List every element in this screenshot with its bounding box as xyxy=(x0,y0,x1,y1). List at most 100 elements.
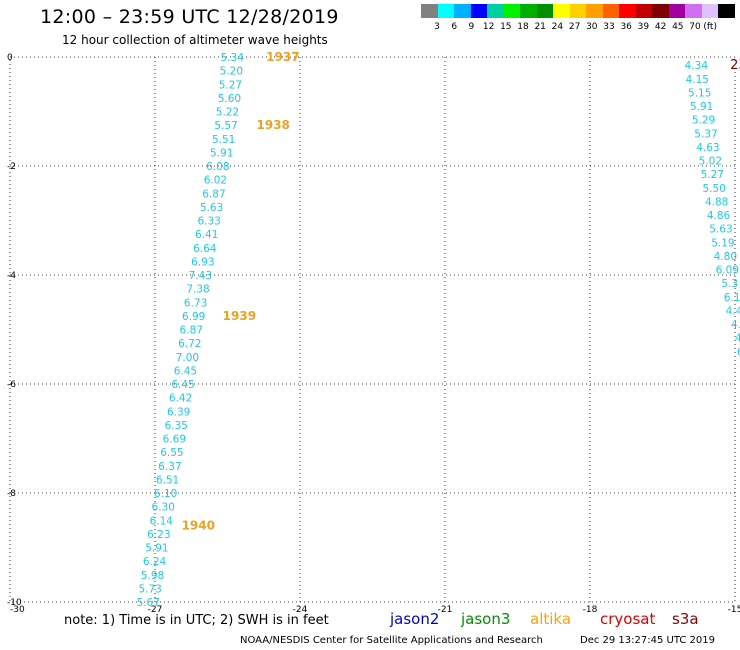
swh-value-label: 6.10 xyxy=(154,488,177,500)
scale-label: 18 xyxy=(517,22,529,32)
pass-time-label: 1937 xyxy=(266,50,299,64)
swh-value-label: 5.91 xyxy=(210,147,233,159)
swh-value-label: 6.64 xyxy=(193,243,217,255)
swh-value-label: 5.19 xyxy=(711,237,734,249)
x-tick-label: -18 xyxy=(583,605,598,615)
credit-line: NOAA/NESDIS Center for Satellite Applica… xyxy=(240,635,543,646)
pass-time-label: 1940 xyxy=(182,519,215,533)
swh-value-label: 6.24 xyxy=(143,556,167,568)
scale-swatch xyxy=(652,4,669,18)
swh-value-label: 5.91 xyxy=(690,101,713,113)
swh-value-label: 7.38 xyxy=(186,284,209,296)
swh-value-label: 5.60 xyxy=(218,93,241,105)
y-tick-label: -6 xyxy=(7,380,16,390)
scale-label: 70 xyxy=(689,22,701,32)
swh-value-label: 5.98 xyxy=(141,570,164,582)
swh-value-label: 6.87 xyxy=(202,188,225,200)
swh-value-label: 6.42 xyxy=(169,393,192,405)
swh-value-label: 5.73 xyxy=(138,583,161,595)
map-title: 12:00 – 23:59 UTC 12/28/2019 xyxy=(40,6,339,28)
swh-value-label: 6.33 xyxy=(197,216,220,228)
scale-swatch xyxy=(718,4,735,18)
swh-value-label: 6.35 xyxy=(165,420,188,432)
scale-swatch xyxy=(619,4,636,18)
swh-value-label: 6.1 xyxy=(724,292,740,304)
swh-value-label: 5.57 xyxy=(214,120,237,132)
scale-swatch xyxy=(602,4,620,18)
satellite-label-jason3: jason3 xyxy=(461,610,511,628)
swh-value-label: 6.37 xyxy=(158,461,181,473)
x-tick-label: -21 xyxy=(438,605,453,615)
swh-value-label: 6.08 xyxy=(206,161,229,173)
scale-swatch xyxy=(437,4,455,18)
y-tick-label: 0 xyxy=(7,53,13,63)
generation-timestamp: Dec 29 13:27:45 UTC 2019 xyxy=(580,635,715,646)
swh-value-label: 6.72 xyxy=(178,338,201,350)
swh-value-label: 6.45 xyxy=(174,365,197,377)
swh-value-label: 4.15 xyxy=(686,74,709,86)
swh-value-label: 6.45 xyxy=(171,379,194,391)
swh-value-label: 5.20 xyxy=(220,66,243,78)
swh-value-label: 6.09 xyxy=(716,265,739,277)
swh-value-label: 6.69 xyxy=(163,434,186,446)
scale-label: 24 xyxy=(551,22,564,32)
swh-value-label: 6.02 xyxy=(204,175,227,187)
scale-swatch xyxy=(701,4,719,18)
scale-swatch xyxy=(553,4,570,18)
scale-swatch xyxy=(503,4,521,18)
y-tick-label: -2 xyxy=(7,162,16,172)
swh-value-label: 5.37 xyxy=(694,128,717,140)
pass-time-label: 230 xyxy=(730,58,740,73)
scale-swatch xyxy=(569,4,587,18)
scale-label: 39 xyxy=(637,22,650,32)
x-tick-label: -27 xyxy=(148,605,163,615)
scale-swatch xyxy=(470,4,488,18)
scale-label: 42 xyxy=(654,22,667,32)
scale-swatch xyxy=(454,4,471,18)
swh-value-label: 5.51 xyxy=(212,134,235,146)
swh-value-label: 4.80 xyxy=(714,251,737,263)
swh-value-label: 6.39 xyxy=(167,406,190,418)
scale-swatch xyxy=(635,4,653,18)
swh-value-label: 6.87 xyxy=(180,325,203,337)
swh-value-label: 6.51 xyxy=(156,474,179,486)
scale-label: 21 xyxy=(534,22,546,32)
y-tick-label: -10 xyxy=(7,598,22,608)
x-tick-label: -15 xyxy=(728,605,740,615)
swh-value-label: 6.55 xyxy=(160,447,183,459)
scale-label: 33 xyxy=(603,22,615,32)
swh-value-label: 5.63 xyxy=(200,202,223,214)
scale-swatch xyxy=(685,4,702,18)
swh-value-label: 4.63 xyxy=(696,142,719,154)
pass-time-label: 1938 xyxy=(257,118,290,132)
scale-swatch xyxy=(586,4,603,18)
swh-value-label: 6 xyxy=(737,346,740,358)
swh-value-label: 6.14 xyxy=(150,515,174,527)
scale-swatch xyxy=(668,4,686,18)
scale-label: 30 xyxy=(586,22,598,32)
scale-swatch xyxy=(487,4,504,18)
y-tick-label: -8 xyxy=(7,489,16,499)
swh-value-label: 5.22 xyxy=(216,107,239,119)
swh-value-label: 6.73 xyxy=(184,297,207,309)
scale-label: 27 xyxy=(568,22,581,32)
swh-value-label: 4 xyxy=(735,333,740,345)
swh-value-label: 5.3 xyxy=(721,278,738,290)
x-tick-label: -24 xyxy=(293,605,308,615)
swh-value-label: 4.86 xyxy=(707,210,731,222)
satellite-label-cryosat: cryosat xyxy=(600,610,656,628)
swh-value-label: 4.4 xyxy=(726,305,740,317)
swh-value-label: 6.30 xyxy=(152,502,175,514)
scale-unit: (ft) xyxy=(703,22,717,32)
swh-value-label: 6.41 xyxy=(195,229,218,241)
swh-value-label: 4.88 xyxy=(705,196,728,208)
satellite-label-altika: altika xyxy=(530,610,572,628)
swh-value-label: 4. xyxy=(731,319,740,331)
footer-note: note: 1) Time is in UTC; 2) SWH is in fe… xyxy=(64,613,329,628)
scale-label: 3 xyxy=(434,22,440,32)
swh-value-label: 5.34 xyxy=(221,52,245,64)
satellite-label-s3a: s3a xyxy=(672,610,699,628)
swh-value-label: 5.29 xyxy=(692,115,715,127)
x-tick-label: -30 xyxy=(10,605,25,615)
